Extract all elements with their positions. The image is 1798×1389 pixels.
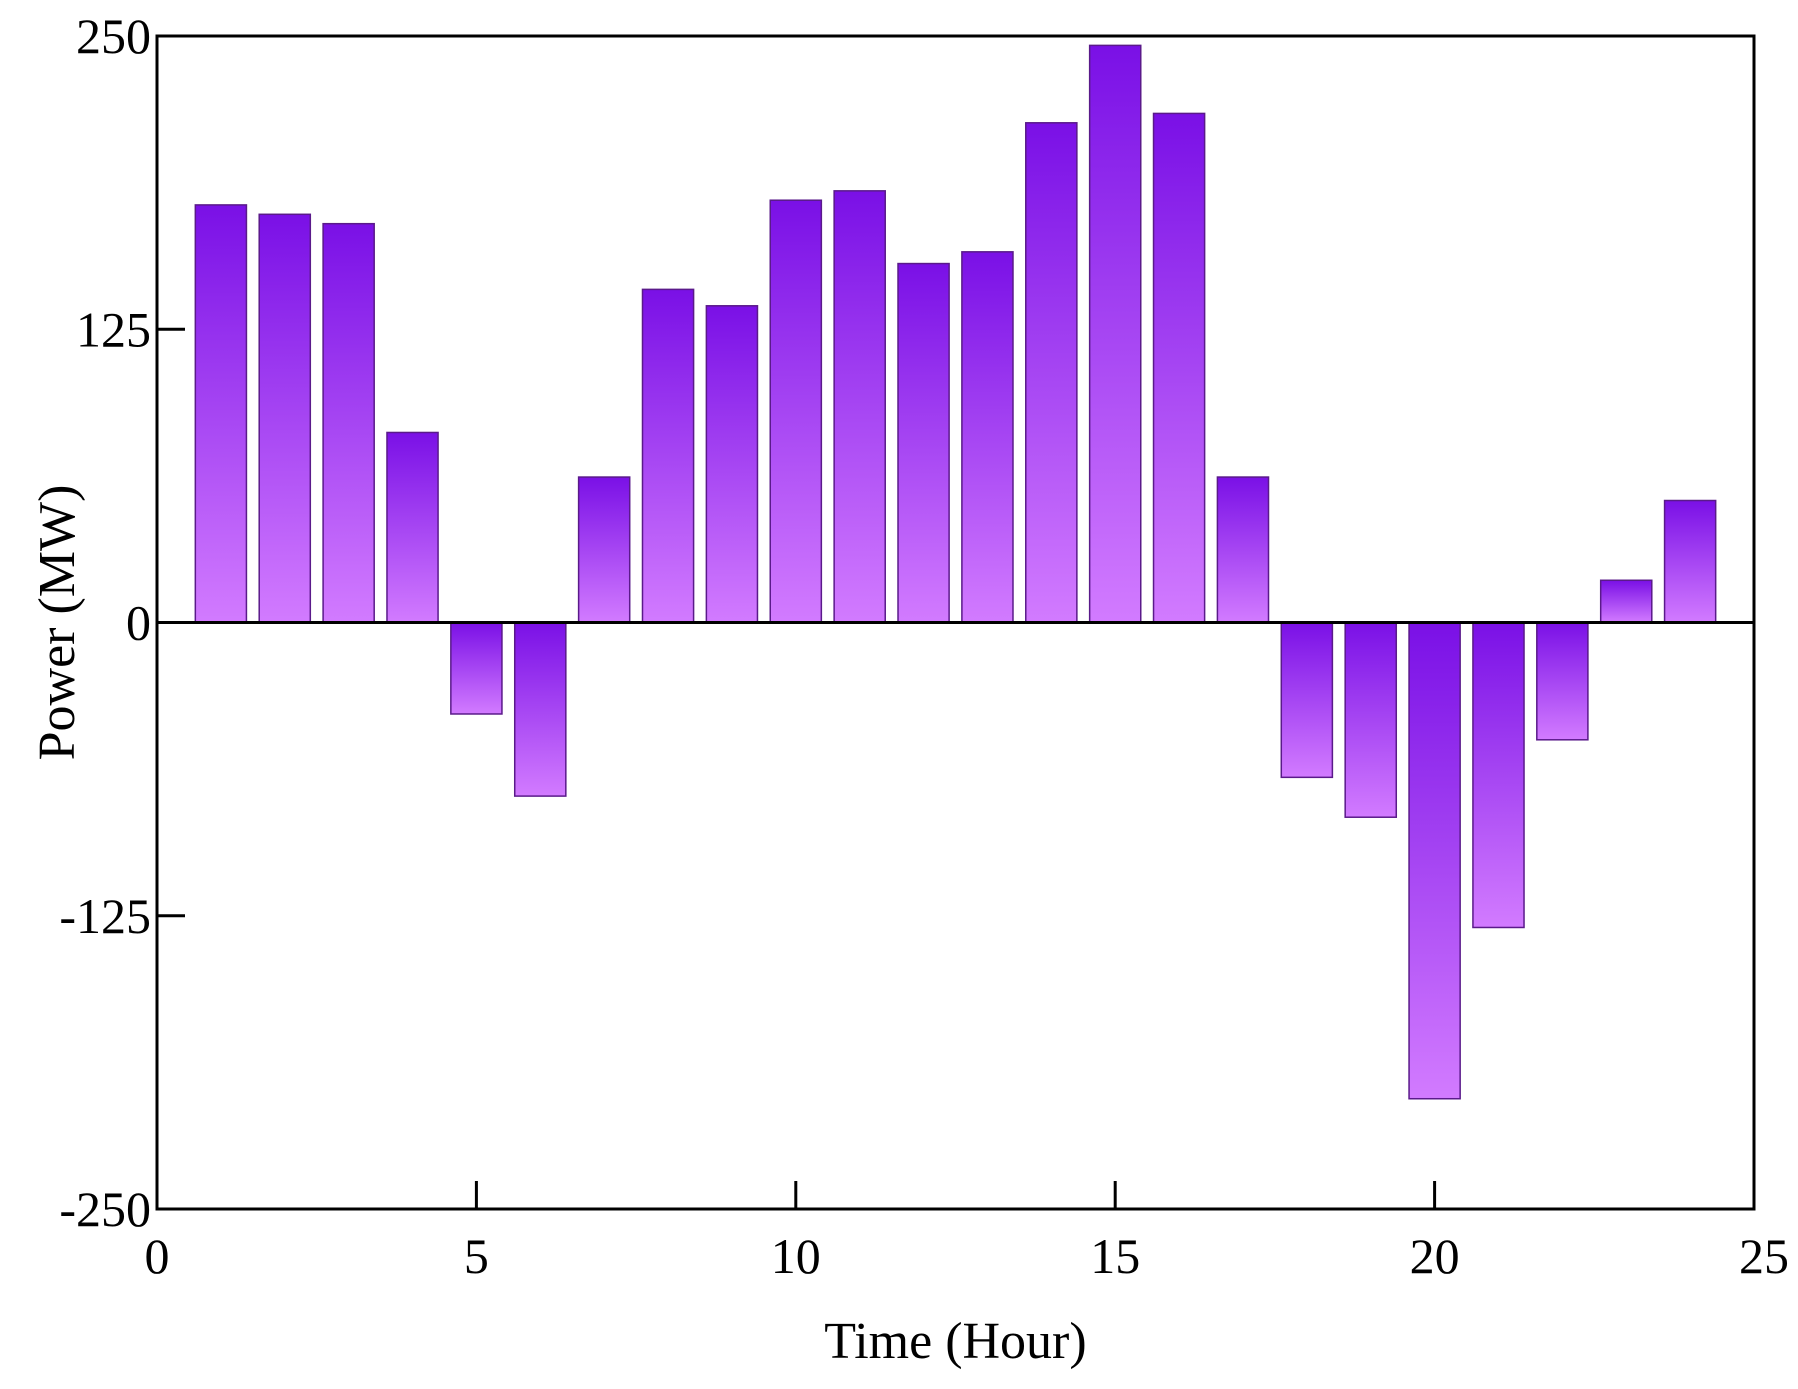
bar-hour-15 — [1088, 44, 1142, 624]
x-tick-label: 0 — [145, 1228, 170, 1284]
x-tick-label: 20 — [1410, 1228, 1460, 1284]
bar-hour-22 — [1536, 621, 1589, 741]
bar-hour-5 — [450, 621, 503, 715]
bar-hour-7 — [577, 476, 631, 624]
bar-hour-24 — [1663, 499, 1717, 624]
x-axis-title: Time (Hour) — [824, 1313, 1086, 1370]
y-tick-label: 0 — [126, 595, 151, 651]
bar-hour-2 — [258, 213, 312, 624]
bars-group — [194, 44, 1717, 1100]
y-tick-label: 250 — [76, 8, 151, 64]
x-axis: 0 5 10 15 20 25 — [145, 1181, 1789, 1284]
bar-hour-8 — [641, 288, 695, 624]
y-axis-title: Power (MW) — [29, 485, 86, 761]
x-tick-label: 15 — [1090, 1228, 1140, 1284]
bar-hour-23 — [1599, 579, 1653, 624]
y-axis: 250 125 0 -125 -250 — [59, 8, 185, 1237]
bar-hour-14 — [1025, 122, 1078, 624]
bar-hour-20 — [1408, 621, 1461, 1100]
bar-hour-16 — [1152, 112, 1206, 624]
bar-hour-4 — [386, 431, 439, 624]
bar-hour-1 — [194, 204, 248, 624]
bar-hour-19 — [1344, 621, 1398, 818]
bar-hour-6 — [513, 621, 567, 797]
bar-hour-10 — [769, 199, 823, 624]
x-tick-label: 25 — [1739, 1228, 1789, 1284]
x-tick-label: 10 — [771, 1228, 821, 1284]
bar-hour-11 — [833, 190, 886, 624]
bar-hour-13 — [961, 251, 1014, 624]
y-tick-label: -125 — [59, 888, 151, 944]
bar-hour-9 — [705, 305, 759, 624]
bar-hour-12 — [897, 262, 950, 624]
x-tick-label: 5 — [464, 1228, 489, 1284]
y-tick-label: 125 — [76, 301, 151, 357]
bar-hour-3 — [322, 222, 375, 624]
y-tick-label: -250 — [59, 1181, 151, 1237]
bar-hour-21 — [1472, 621, 1525, 929]
bar-hour-18 — [1280, 621, 1334, 779]
bar-hour-17 — [1216, 476, 1270, 624]
